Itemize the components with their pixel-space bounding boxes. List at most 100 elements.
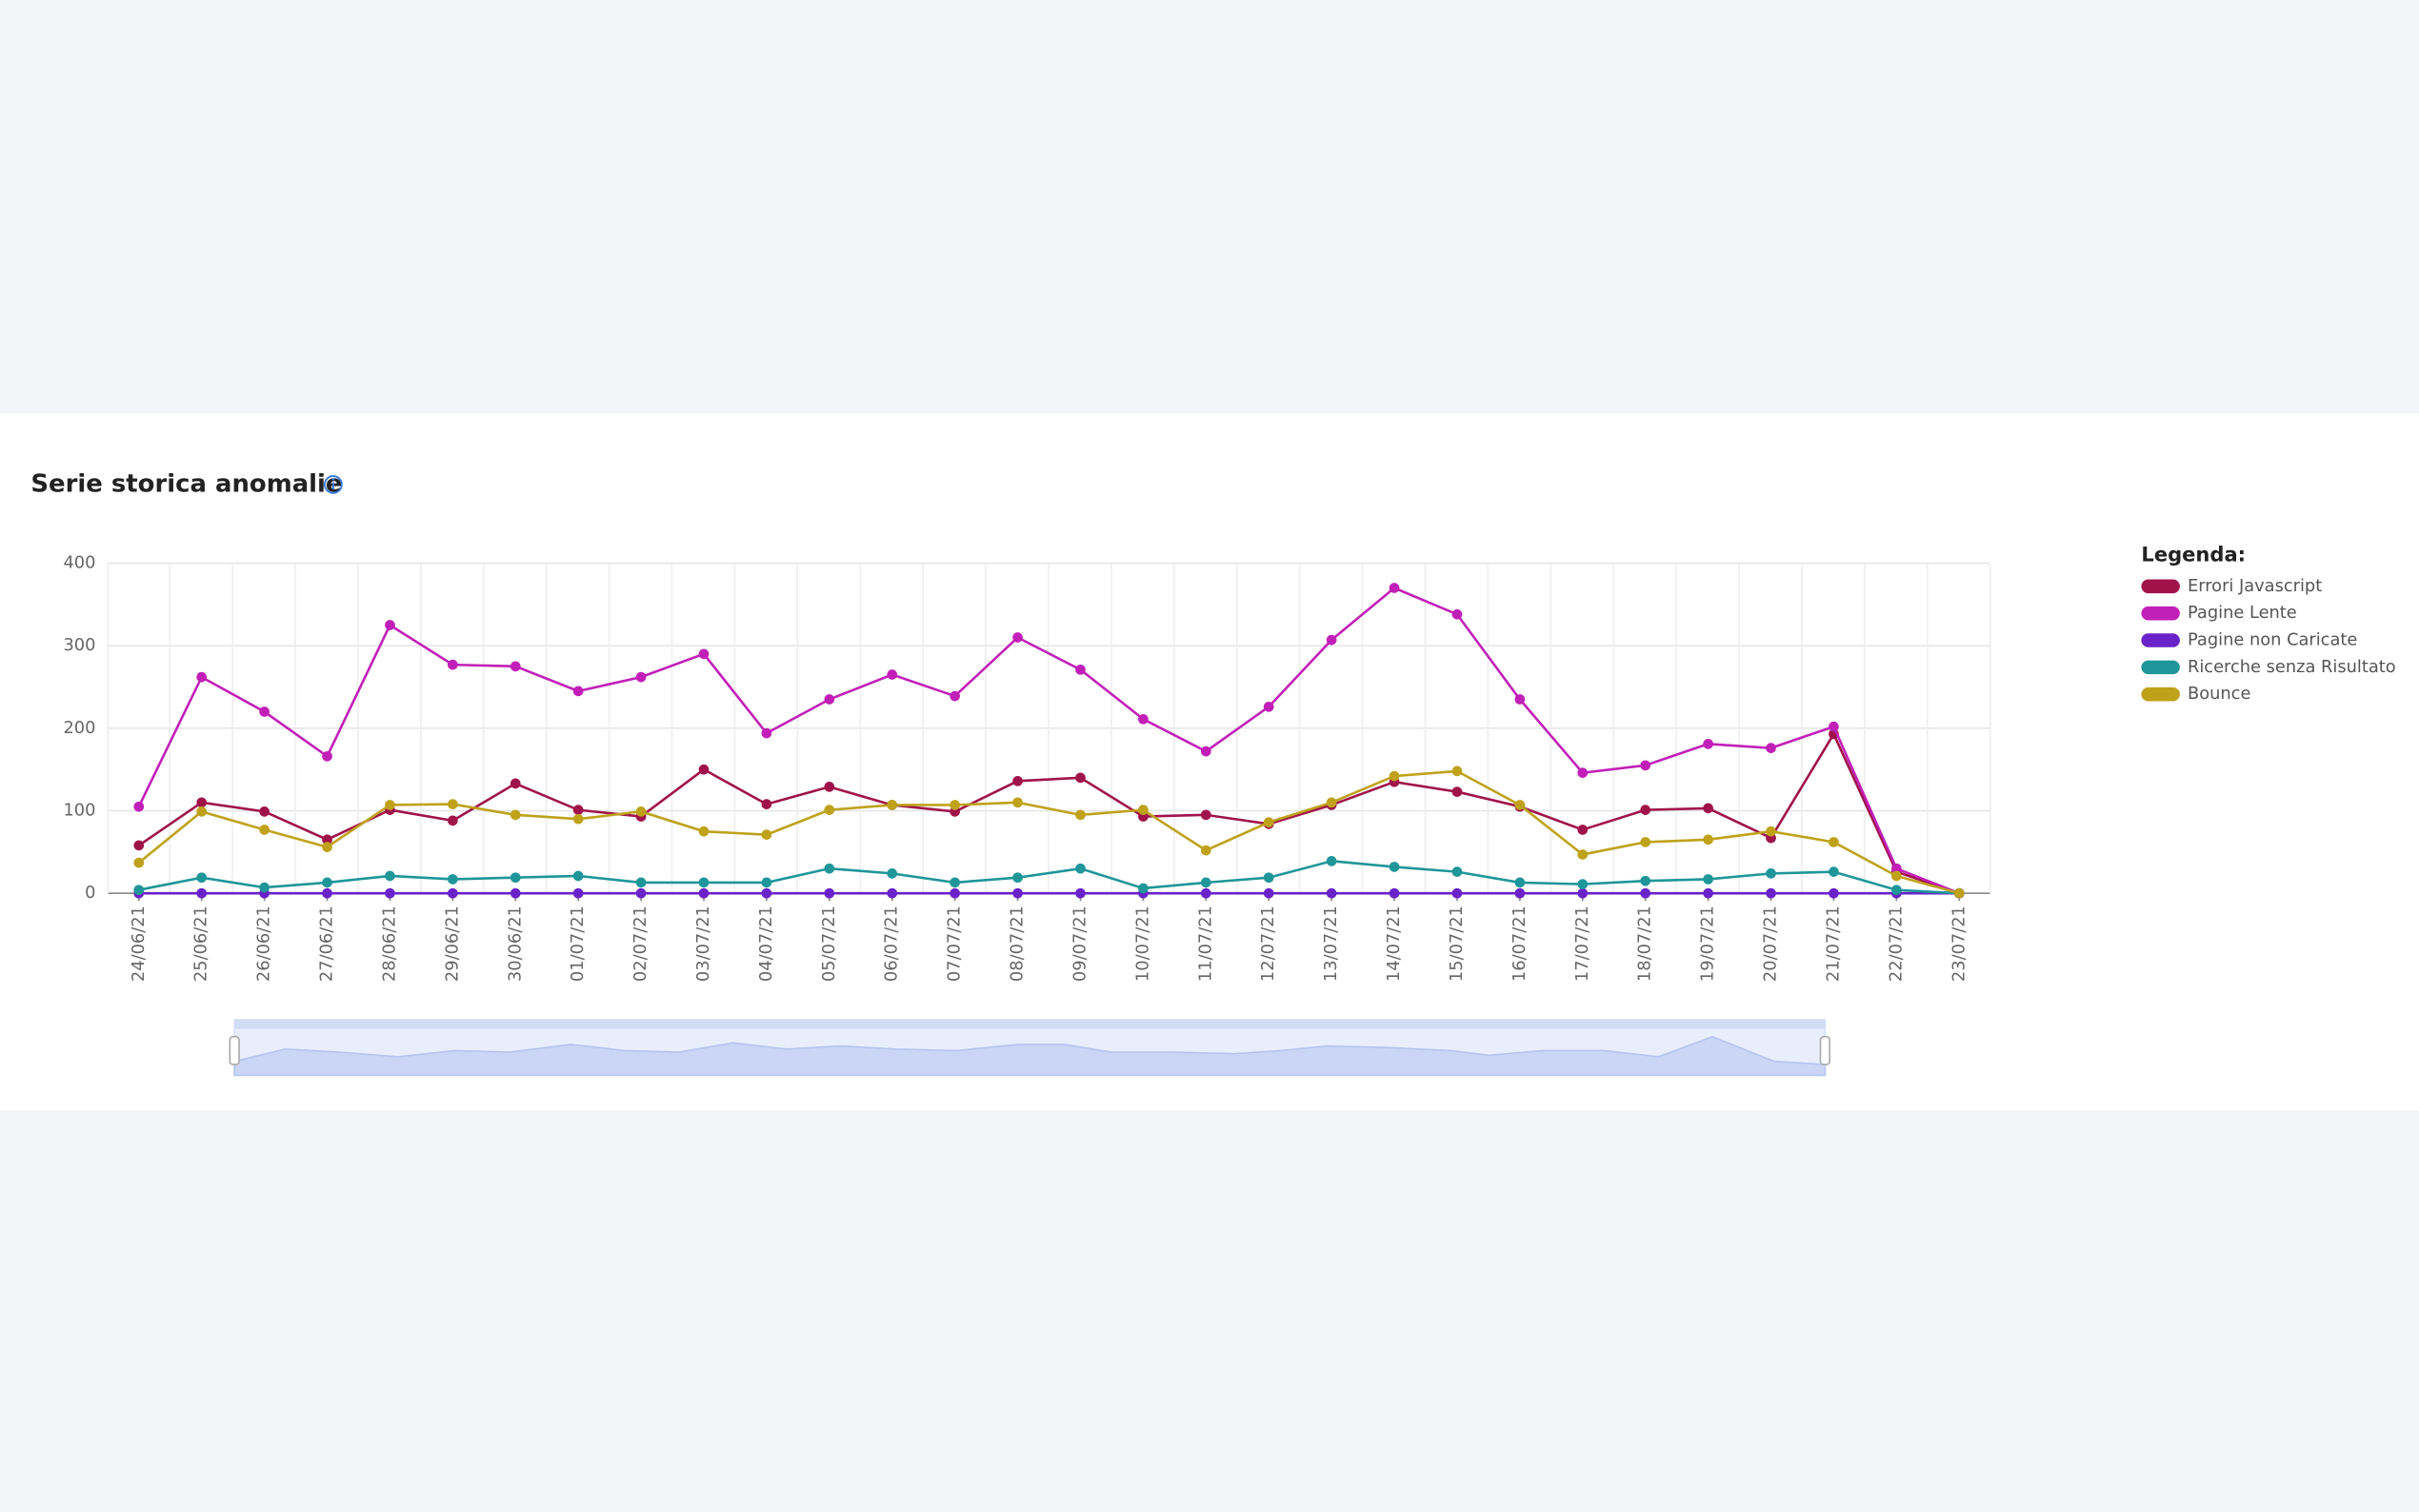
data-point: [322, 887, 332, 899]
data-point: [824, 887, 835, 899]
x-tick-label: 17/07/21: [1572, 905, 1592, 982]
data-point: [698, 826, 710, 837]
data-point: [1640, 805, 1651, 815]
data-point: [448, 887, 458, 899]
data-point: [133, 801, 145, 812]
data-point: [1891, 885, 1902, 896]
data-point: [1012, 887, 1023, 899]
data-point: [1075, 664, 1086, 675]
series-line: [138, 860, 1960, 895]
data-point: [761, 877, 772, 888]
data-point: [1891, 870, 1902, 882]
data-point: [448, 815, 458, 826]
y-tick-label: 0: [85, 883, 95, 903]
legend-swatch: [2141, 686, 2180, 702]
x-tick-label: 19/07/21: [1698, 905, 1718, 982]
data-point: [1703, 834, 1713, 846]
data-point: [761, 799, 772, 809]
data-point: [1200, 845, 1211, 856]
data-point: [196, 797, 208, 808]
data-point: [1829, 866, 1839, 877]
data-point: [950, 800, 961, 810]
data-point: [1703, 803, 1713, 814]
data-point: [887, 887, 898, 899]
data-point: [1577, 825, 1589, 835]
data-point: [635, 887, 647, 899]
x-tick-label: 23/07/21: [1949, 905, 1969, 982]
series-line: [137, 769, 1960, 895]
data-point: [635, 671, 647, 683]
x-tick-label: 26/06/21: [254, 905, 274, 982]
data-point: [322, 834, 332, 846]
data-point: [761, 829, 772, 840]
data-point: [448, 659, 458, 670]
data-point: [259, 706, 270, 717]
data-point: [950, 877, 961, 888]
data-point: [1829, 837, 1839, 847]
legend-label: Pagine non Caricate: [2188, 630, 2357, 650]
data-point: [1829, 887, 1839, 899]
data-point: [1451, 786, 1463, 797]
x-tick-label: 25/06/21: [191, 905, 211, 982]
data-point: [698, 648, 710, 660]
data-point: [1075, 887, 1086, 899]
legend-swatch: [2141, 633, 2180, 647]
x-tick-label: 15/07/21: [1447, 905, 1467, 982]
data-point: [1326, 856, 1337, 866]
data-point: [196, 887, 208, 899]
data-point: [133, 840, 145, 851]
data-point: [1766, 887, 1776, 899]
data-point: [196, 806, 208, 817]
data-point: [1577, 767, 1589, 778]
x-tick-label: 11/07/21: [1195, 905, 1215, 982]
x-tick-label: 27/06/21: [317, 905, 337, 982]
data-point: [510, 778, 521, 789]
data-point: [1766, 868, 1776, 879]
data-point: [1451, 766, 1463, 777]
x-tick-label: 22/07/21: [1886, 905, 1906, 982]
data-point: [1138, 805, 1149, 815]
data-point: [510, 809, 521, 821]
x-tick-label: 29/06/21: [442, 905, 462, 982]
data-point: [761, 727, 772, 739]
data-point: [824, 782, 835, 792]
data-point: [950, 690, 961, 702]
data-point: [1389, 862, 1400, 872]
data-point: [1577, 879, 1589, 889]
zoom-slider[interactable]: [229, 1019, 1831, 1077]
data-point: [1075, 809, 1086, 821]
x-tick-label: 24/06/21: [129, 905, 149, 982]
legend-label: Bounce: [2188, 684, 2250, 704]
data-point: [1326, 634, 1337, 646]
series-line: [137, 587, 1960, 895]
x-tick-label: 14/07/21: [1384, 905, 1404, 982]
data-point: [1766, 826, 1776, 837]
data-point: [1263, 817, 1274, 827]
data-point: [385, 887, 395, 899]
data-point: [887, 669, 898, 680]
x-tick-label: 30/06/21: [505, 905, 525, 982]
data-point: [1703, 887, 1713, 899]
data-point: [133, 857, 145, 868]
data-point: [698, 887, 710, 899]
info-icon[interactable]: [324, 475, 343, 494]
data-point: [1703, 874, 1713, 885]
data-point: [510, 887, 521, 899]
data-point: [1263, 887, 1274, 899]
data-point: [1138, 713, 1149, 725]
x-tick-label: 03/07/21: [693, 905, 713, 982]
x-tick-label: 18/07/21: [1635, 905, 1655, 982]
data-point: [572, 870, 584, 882]
data-point: [887, 868, 898, 879]
x-tick-label: 13/07/21: [1321, 905, 1341, 982]
x-tick-label: 28/06/21: [379, 905, 399, 982]
y-tick-label: 100: [63, 801, 95, 821]
data-point: [1389, 770, 1400, 782]
legend-label: Pagine Lente: [2188, 603, 2297, 623]
data-point: [133, 885, 145, 896]
data-point: [1829, 721, 1839, 732]
data-point: [385, 620, 395, 630]
data-point: [1326, 797, 1337, 808]
x-tick-label: 02/07/21: [630, 905, 650, 982]
data-point: [1200, 887, 1211, 899]
